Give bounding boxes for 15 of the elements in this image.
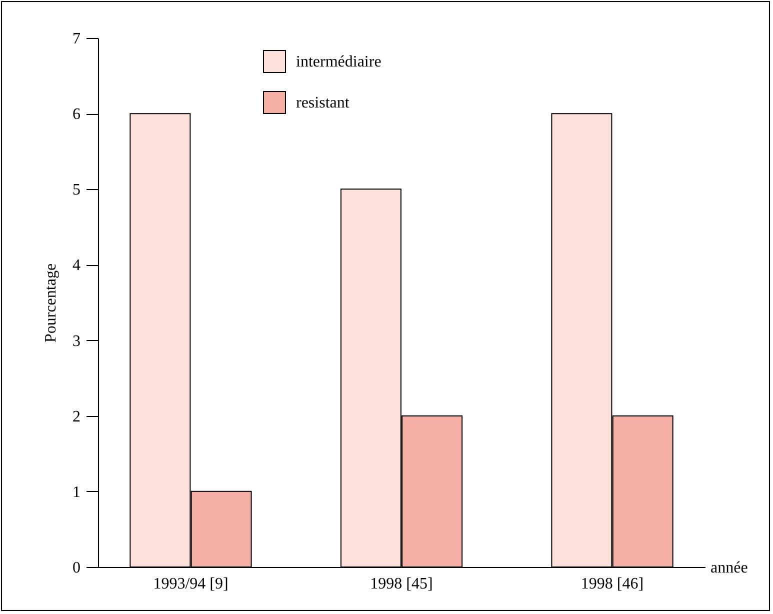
y-tick-label: 1 bbox=[72, 484, 80, 501]
y-tick-label: 2 bbox=[72, 408, 80, 426]
y-tick-label: 6 bbox=[72, 106, 80, 124]
y-tick-label: 7 bbox=[72, 30, 80, 48]
y-axis-title: Pourcentage bbox=[42, 263, 60, 343]
y-tick-label: 3 bbox=[72, 332, 80, 350]
x-tick-label: 1998 [46] bbox=[580, 576, 644, 592]
y-tick-label: 0 bbox=[72, 560, 80, 576]
x-axis-title: année bbox=[710, 560, 748, 576]
y-tick-label: 4 bbox=[72, 257, 80, 274]
legend-label: intermédiaire bbox=[296, 54, 382, 70]
legend-label: resistant bbox=[296, 94, 350, 112]
x-tick-label: 1993/94 [9] bbox=[153, 576, 228, 592]
x-tick-label: 1998 [45] bbox=[370, 576, 433, 592]
y-tick-label: 5 bbox=[72, 182, 80, 199]
